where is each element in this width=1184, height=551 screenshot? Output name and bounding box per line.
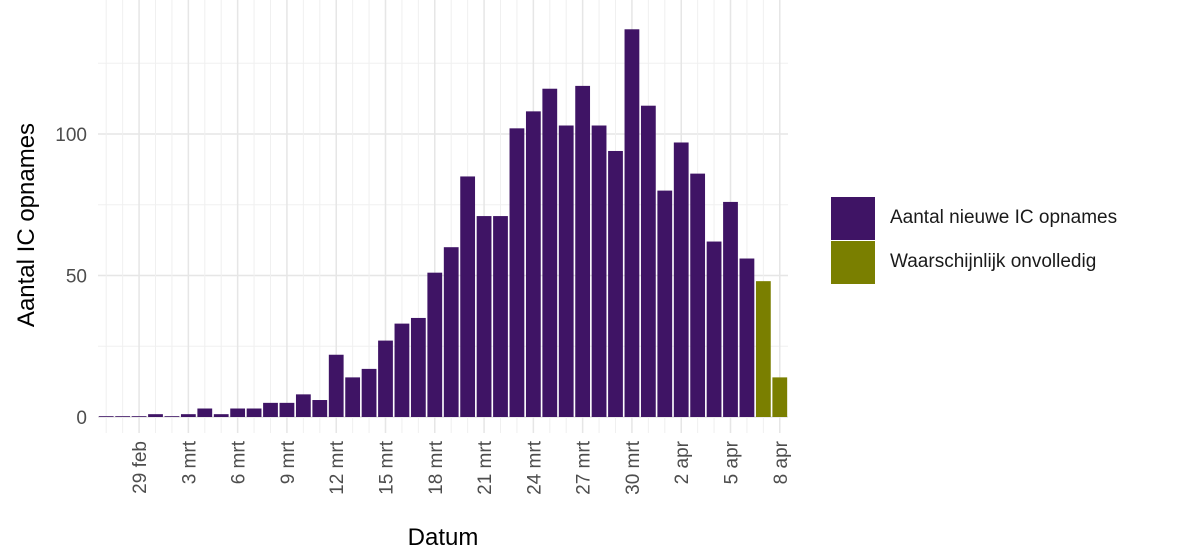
bar [263,402,278,417]
bar [230,408,246,417]
legend-item-incomplete: Waarschijnlijk onvolledig [831,240,1117,284]
bar [673,142,689,418]
legend-label: Waarschijnlijk onvolledig [890,251,1097,272]
x-tick-label: 15 mrt [377,440,398,495]
legend-swatch [831,196,875,240]
bar [213,414,229,417]
x-tick-label: 27 mrt [574,440,595,495]
bar [180,414,196,417]
bar [295,394,311,417]
x-tick-label: 18 mrt [426,440,447,495]
bar [657,190,673,417]
bar [525,111,541,418]
bar [197,408,213,417]
bar [706,241,722,417]
bar [98,416,114,417]
y-tick-label: 50 [66,267,87,288]
x-tick-label: 3 mrt [179,440,200,484]
bar [772,377,788,417]
legend: Aantal nieuwe IC opnames Waarschijnlijk … [831,196,1117,284]
bar [164,416,180,417]
bar [591,125,607,417]
bar [345,377,361,417]
bar [755,281,771,417]
bar [723,201,738,417]
bar [410,317,426,417]
legend-item-new: Aantal nieuwe IC opnames [831,196,1117,240]
bars [98,29,788,418]
bar [443,247,459,417]
bar [312,400,328,417]
bar [427,272,443,417]
legend-swatch [831,240,875,284]
bar [608,150,623,418]
bar [493,216,508,417]
bar [542,88,558,417]
bar [328,354,344,417]
x-tick-label: 2 apr [672,440,693,484]
bar [460,176,476,417]
bar [575,85,591,417]
y-axis-label: Aantal IC opnames [13,123,40,327]
bar [131,416,147,417]
x-tick-label: 9 mrt [278,440,299,484]
bar [378,340,393,417]
bar [509,128,525,417]
bar [476,216,492,417]
x-tick-label: 24 mrt [524,440,545,495]
grid [98,0,788,433]
bar [246,408,262,417]
x-tick-label: 29 feb [130,441,151,494]
x-tick-label: 8 apr [771,440,792,484]
bar [394,323,410,417]
bar [558,125,574,417]
y-tick-label: 100 [55,125,87,146]
x-tick-label: 21 mrt [475,440,496,495]
bar [640,105,656,417]
bar [361,368,377,417]
plot-background [98,0,788,433]
bar [739,258,755,417]
x-tick-label: 6 mrt [229,440,250,484]
bar [624,29,640,417]
x-tick-label: 12 mrt [327,440,348,495]
x-axis-label: Datum [408,524,479,551]
x-tick-label: 5 apr [722,440,743,484]
bar [690,173,706,417]
y-tick-label: 0 [76,408,87,429]
x-tick-label: 30 mrt [623,440,644,495]
x-axis-ticks: 29 feb 3 mrt 6 mrt 9 mrt 12 mrt 15 mrt 18 mrt 2… [130,440,792,495]
bar [148,414,163,417]
y-axis-ticks: 0 50 100 [55,125,87,429]
bar [279,402,295,417]
legend-label: Aantal nieuwe IC opnames [890,207,1118,228]
bar [115,416,131,417]
